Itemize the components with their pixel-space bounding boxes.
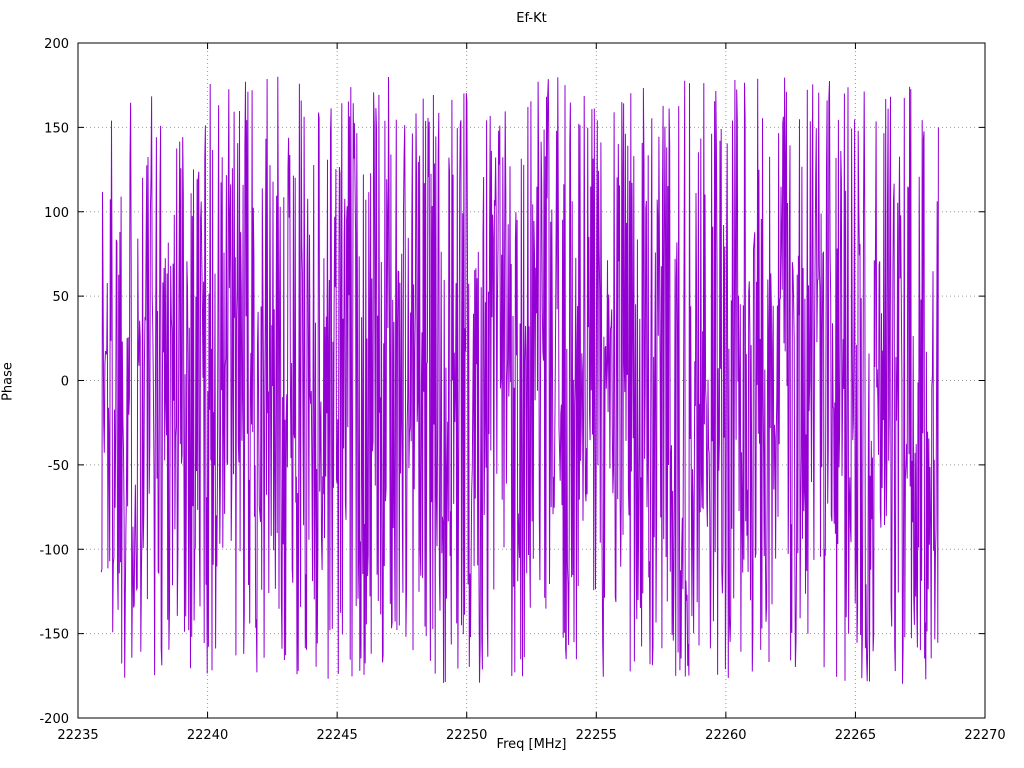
y-tick-label: 0 bbox=[61, 375, 69, 390]
y-tick-label: -50 bbox=[48, 459, 69, 474]
y-tick-label: 50 bbox=[52, 290, 69, 305]
y-tick-label: 200 bbox=[44, 37, 69, 52]
x-tick-label: 22270 bbox=[964, 728, 1005, 743]
x-tick-label: 22235 bbox=[57, 728, 98, 743]
x-tick-label: 22255 bbox=[576, 728, 617, 743]
x-tick-label: 22260 bbox=[705, 728, 746, 743]
x-axis-label: Freq [MHz] bbox=[496, 737, 567, 752]
x-tick-label: 22265 bbox=[835, 728, 876, 743]
y-tick-label: -150 bbox=[39, 628, 69, 643]
y-tick-label: -100 bbox=[39, 543, 69, 558]
series-line bbox=[100, 76, 939, 684]
y-tick-label: -200 bbox=[39, 712, 69, 727]
y-tick-label: 100 bbox=[44, 206, 69, 221]
x-tick-label: 22240 bbox=[187, 728, 228, 743]
x-tick-label: 22250 bbox=[446, 728, 487, 743]
x-tick-label: 22245 bbox=[316, 728, 357, 743]
y-tick-label: 150 bbox=[44, 121, 69, 136]
chart-title: Ef-Kt bbox=[516, 11, 547, 26]
